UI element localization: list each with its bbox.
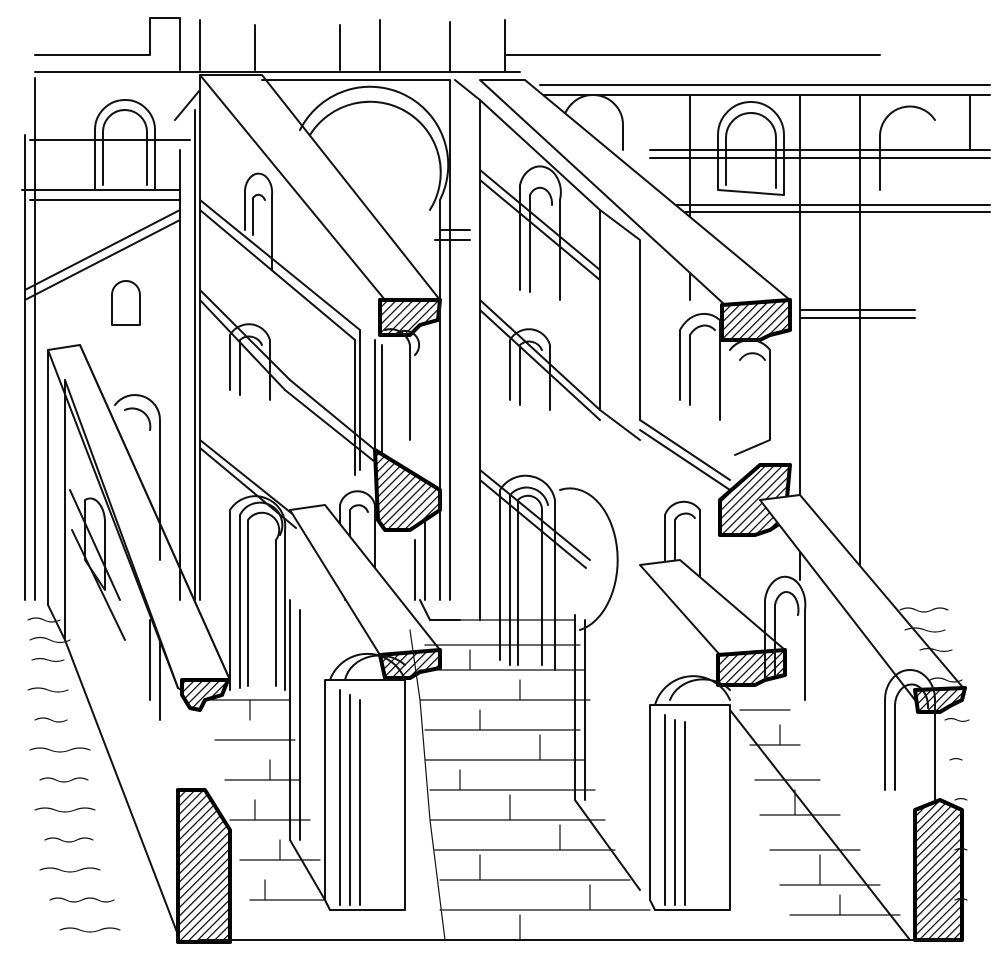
paved-floor: [199, 619, 961, 941]
left-arcade: [174, 74, 442, 911]
right-aisle-wall: [729, 494, 967, 942]
left-aisle-wall: [47, 344, 232, 944]
ground-texture: [27, 607, 970, 933]
upper-background-wall: [21, 17, 991, 601]
